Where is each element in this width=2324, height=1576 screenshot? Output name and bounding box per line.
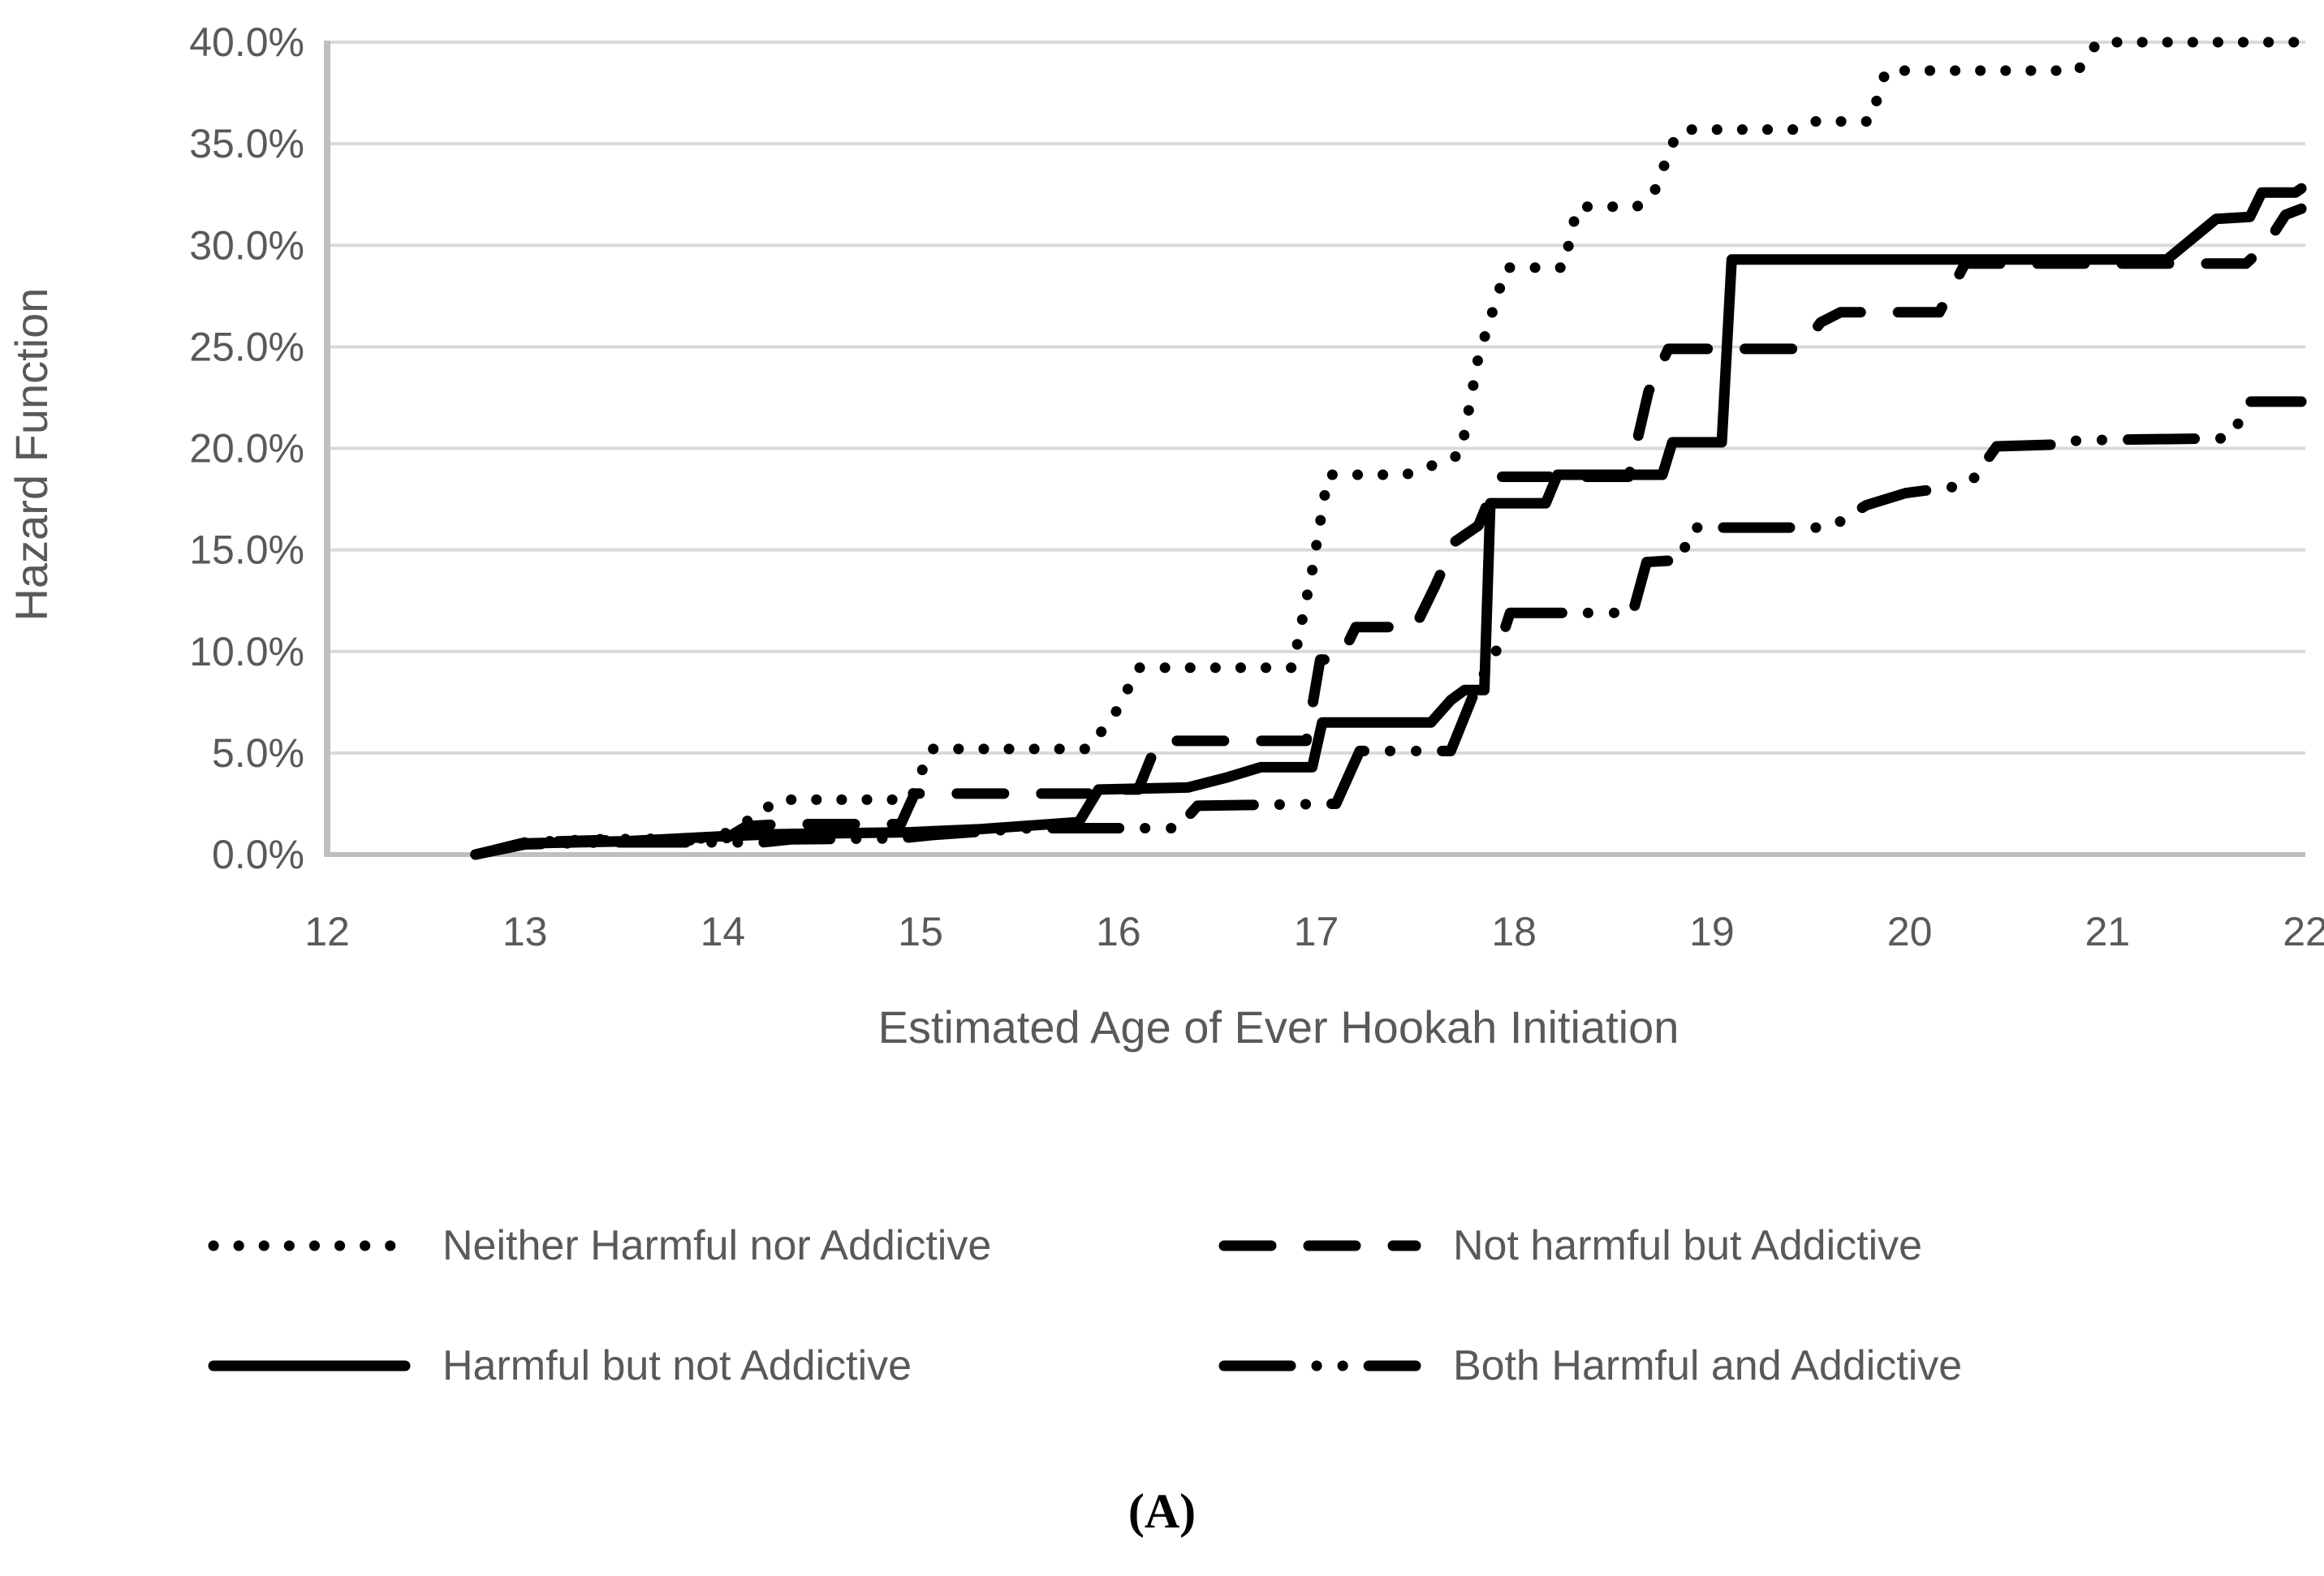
series-lines — [470, 37, 2307, 860]
legend-line-sample-dotted-icon — [208, 1240, 411, 1251]
x-tick-label: 21 — [2085, 909, 2130, 954]
legend-item-both-harmful-and-addictive: Both Harmful and Addictive — [1218, 1341, 2143, 1390]
legend-line-sample-dashed-icon — [1218, 1240, 1421, 1251]
x-tick-label: 17 — [1294, 909, 1339, 954]
x-tick-label: 18 — [1491, 909, 1537, 954]
y-tick-label: 25.0% — [189, 324, 304, 369]
series-line-not-harmful-but-addictive — [470, 203, 2307, 860]
legend-line-sample-dash-dot-dot-icon — [1218, 1360, 1421, 1371]
x-tick-label: 20 — [1887, 909, 1933, 954]
legend-item-neither-harmful-nor-addictive: Neither Harmful nor Addictive — [207, 1221, 1218, 1270]
y-tick-label: 35.0% — [189, 121, 304, 166]
series-line-both-harmful-and-addictive — [470, 396, 2307, 860]
figure-caption: (A) — [1128, 1484, 1196, 1538]
x-tick-label: 22 — [2283, 909, 2324, 954]
x-tick-label: 13 — [502, 909, 548, 954]
x-tick-label: 15 — [898, 909, 943, 954]
y-tick-label: 30.0% — [189, 222, 304, 268]
x-tick-label: 14 — [701, 909, 746, 954]
y-tick-label: 15.0% — [189, 527, 304, 573]
y-tick-label: 20.0% — [189, 426, 304, 472]
y-tick-label: 40.0% — [189, 19, 304, 65]
legend: Neither Harmful nor Addictive Not harmful… — [207, 1221, 2143, 1390]
x-tick-label: 16 — [1096, 909, 1141, 954]
legend-line-sample-solid-icon — [208, 1360, 411, 1371]
legend-label: Harmful but not Addictive — [442, 1342, 912, 1389]
y-axis-title: Hazard Function — [6, 288, 57, 622]
legend-label: Both Harmful and Addictive — [1453, 1342, 1963, 1389]
x-axis-title: Estimated Age of Ever Hookah Initiation — [878, 1001, 1679, 1053]
legend-item-not-harmful-but-addictive: Not harmful but Addictive — [1218, 1221, 2143, 1270]
y-tick-label: 0.0% — [212, 832, 304, 877]
y-tick-label: 5.0% — [212, 730, 304, 776]
y-tick-label: 10.0% — [189, 629, 304, 674]
legend-label: Not harmful but Addictive — [1453, 1222, 1923, 1269]
x-tick-label: 19 — [1689, 909, 1735, 954]
tick-labels: 40.0% 35.0% 30.0% 25.0% 20.0% 15.0% 10.0% 5.0% 0… — [189, 19, 2324, 954]
x-tick-label: 12 — [304, 909, 350, 954]
legend-item-harmful-but-not-addictive: Harmful but not Addictive — [207, 1341, 1218, 1390]
legend-label: Neither Harmful nor Addictive — [442, 1222, 992, 1269]
